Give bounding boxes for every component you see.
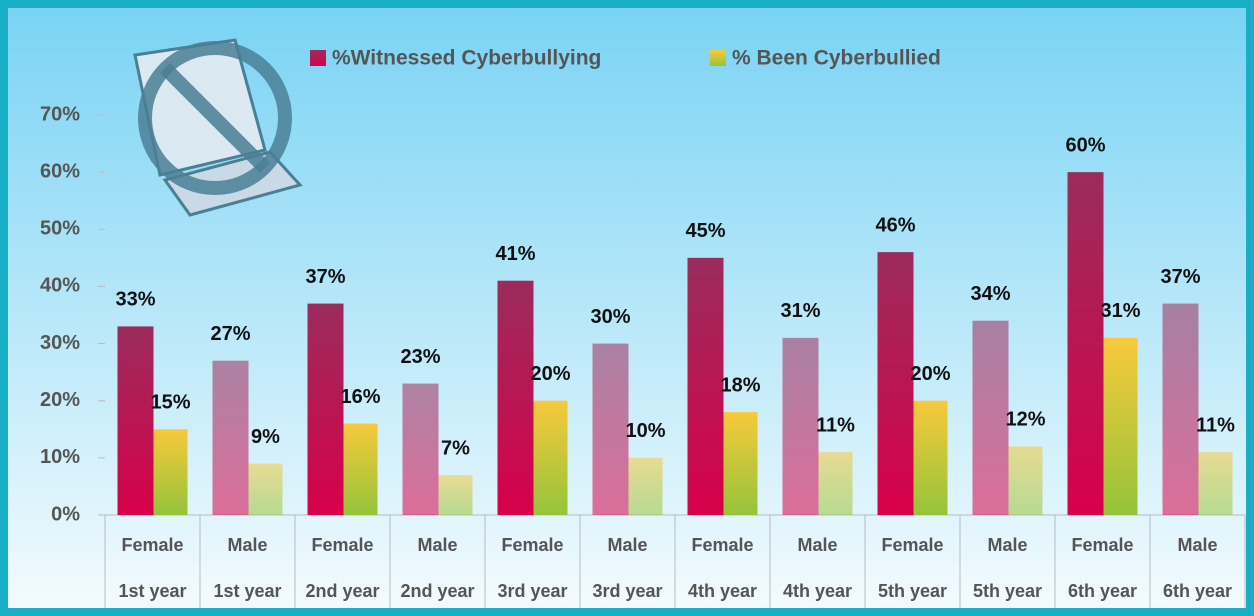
x-group-label: 4th year: [783, 581, 852, 601]
bar: [687, 257, 724, 515]
x-tick-label: Male: [417, 535, 457, 555]
value-label: 20%: [530, 363, 570, 385]
legend-swatch: [710, 50, 726, 66]
legend-label: %Witnessed Cyberbullying: [332, 47, 601, 70]
value-label: 20%: [910, 363, 950, 385]
bar: [1198, 452, 1233, 515]
x-tick-label: Male: [1177, 535, 1217, 555]
value-label: 60%: [1065, 134, 1105, 156]
bar: [307, 303, 344, 515]
y-tick-label: 60%: [40, 160, 80, 182]
bar: [628, 457, 663, 515]
value-label: 7%: [441, 437, 470, 459]
bar: [533, 400, 568, 515]
bar: [1067, 172, 1104, 515]
value-label: 37%: [1160, 266, 1200, 288]
y-tick-label: 70%: [40, 103, 80, 125]
y-tick-label: 20%: [40, 389, 80, 411]
x-tick-label: Male: [227, 535, 267, 555]
x-group-label: 1st year: [118, 581, 186, 601]
bar: [153, 429, 188, 515]
icon: [133, 38, 303, 217]
bar: [117, 326, 154, 515]
bar: [343, 423, 378, 515]
value-label: 23%: [400, 346, 440, 368]
value-label: 31%: [1100, 300, 1140, 322]
bar: [438, 475, 473, 515]
value-label: 45%: [685, 220, 725, 242]
bar: [1162, 303, 1199, 515]
legend-label: % Been Cyberbullied: [732, 47, 941, 70]
x-tick-label: Female: [121, 535, 183, 555]
y-tick-label: 30%: [40, 332, 80, 354]
value-label: 16%: [340, 386, 380, 408]
value-label: 37%: [305, 266, 345, 288]
x-group-label: 6th year: [1068, 581, 1137, 601]
x-tick-label: Female: [1071, 535, 1133, 555]
bar: [1008, 446, 1043, 515]
x-group-label: 2nd year: [400, 581, 474, 601]
bar: [913, 400, 948, 515]
bar: [1103, 337, 1138, 515]
value-label: 11%: [816, 414, 855, 436]
value-label: 30%: [590, 306, 630, 328]
x-group-label: 3rd year: [592, 581, 662, 601]
bar: [818, 452, 853, 515]
x-tick-label: Male: [607, 535, 647, 555]
x-tick-label: Female: [691, 535, 753, 555]
value-label: 9%: [251, 426, 280, 448]
bar: [877, 252, 914, 515]
x-tick-label: Male: [987, 535, 1027, 555]
y-tick-label: 50%: [40, 218, 80, 240]
x-group-label: 6th year: [1163, 581, 1232, 601]
y-tick-label: 10%: [40, 446, 80, 468]
x-group-label: 2nd year: [305, 581, 379, 601]
value-label: 31%: [780, 300, 820, 322]
bar: [497, 280, 534, 515]
value-label: 46%: [875, 214, 915, 236]
bar: [782, 337, 819, 515]
x-tick-label: Female: [501, 535, 563, 555]
y-tick-label: 40%: [40, 275, 80, 297]
value-label: 34%: [970, 283, 1010, 305]
legend-swatch: [310, 50, 326, 66]
y-tick-label: 0%: [51, 503, 80, 525]
value-label: 12%: [1005, 409, 1045, 431]
value-label: 33%: [115, 289, 155, 311]
bar: [402, 383, 439, 515]
x-tick-label: Male: [797, 535, 837, 555]
value-label: 41%: [495, 243, 535, 265]
x-group-label: 5th year: [973, 581, 1042, 601]
bar: [972, 320, 1009, 515]
x-group-label: 4th year: [688, 581, 757, 601]
bar: [212, 360, 249, 515]
bar: [723, 412, 758, 515]
value-label: 11%: [1196, 414, 1235, 436]
bar: [592, 343, 629, 515]
value-label: 15%: [150, 392, 190, 414]
x-group-label: 3rd year: [497, 581, 567, 601]
x-group-label: 1st year: [213, 581, 281, 601]
value-label: 27%: [210, 323, 250, 345]
x-tick-label: Female: [311, 535, 373, 555]
x-group-label: 5th year: [878, 581, 947, 601]
value-label: 10%: [625, 420, 665, 442]
x-tick-label: Female: [881, 535, 943, 555]
bar: [248, 463, 283, 515]
value-label: 18%: [720, 374, 760, 396]
